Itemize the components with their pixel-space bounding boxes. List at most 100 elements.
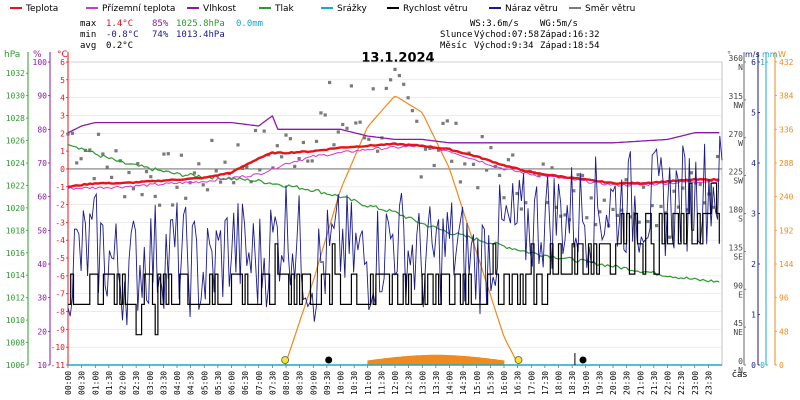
x-tick-label: 08:30	[296, 371, 305, 395]
wind-direction-point	[284, 133, 288, 137]
legend: Teplota Přízemní teplota Vlhkost Tlak Srážky…	[10, 4, 635, 14]
wind-direction-point	[297, 157, 301, 161]
dir-tick-label: 360	[729, 54, 744, 63]
stat-max-press: 1025.8hPa	[176, 19, 225, 29]
ground-temperature-line	[67, 144, 720, 190]
press-tick-label: 1018	[6, 226, 25, 235]
x-tick-label: 01:30	[105, 371, 114, 395]
wind-speed-line	[68, 182, 720, 336]
x-tick-label: 16:30	[514, 371, 523, 395]
wind-direction-point	[572, 189, 576, 193]
stat-avg-temp: 0.2°C	[106, 41, 133, 51]
temp-tick-label: 3	[60, 111, 65, 120]
hum-tick-label: 60	[37, 193, 47, 202]
rain-tick-label: 0	[760, 361, 765, 370]
x-tick-label: 07:30	[268, 371, 277, 395]
press-tick-label: 1010	[6, 316, 25, 325]
dir-tick-label: 45	[733, 319, 743, 328]
x-tick-label: 20:30	[623, 371, 632, 395]
moonset-marker	[579, 356, 587, 364]
wind-direction-point	[92, 177, 96, 181]
wind-direction-point	[559, 214, 563, 218]
x-tick-label: 14:30	[459, 371, 468, 395]
wind-direction-point	[306, 159, 310, 163]
moon-set: Západ:18:54	[540, 41, 600, 51]
x-tick-label: 12:30	[405, 371, 414, 395]
wind-direction-point	[131, 187, 135, 191]
wind-direction-point	[594, 223, 598, 227]
sun-rise: Východ:07:58	[474, 30, 539, 40]
wind-tick-label: 0	[751, 361, 756, 370]
wind-direction-point	[288, 137, 292, 141]
hum-tick-label: 30	[37, 294, 47, 303]
wind-direction-point	[345, 126, 349, 130]
x-tick-label: 11:30	[377, 371, 386, 395]
hum-tick-label: 70	[37, 159, 47, 168]
x-tick-label: 05:30	[214, 371, 223, 395]
rain-unit: mm	[762, 50, 778, 59]
x-tick-label: 13:30	[432, 371, 441, 395]
wind-direction-point	[524, 201, 528, 205]
solar-tick-label: 288	[779, 159, 794, 168]
wind-direction-point	[703, 201, 707, 205]
hum-tick-label: 90	[37, 92, 47, 101]
press-tick-label: 1008	[6, 339, 25, 348]
hum-unit: %	[33, 50, 42, 60]
wind-direction-point	[75, 161, 79, 165]
dir-compass-label: NW	[733, 101, 743, 110]
wind-direction-point	[711, 205, 715, 209]
wind-direction-point	[376, 149, 380, 153]
wind-direction-point	[506, 158, 510, 162]
wind-direction-point	[192, 171, 196, 175]
wind-direction-point	[437, 148, 441, 152]
wind-direction-point	[262, 129, 266, 133]
temp-tick-label: 5	[60, 76, 65, 85]
wind-direction-point	[105, 165, 109, 169]
wind-tick-label: 1	[751, 311, 756, 320]
press-tick-label: 1020	[6, 204, 25, 213]
wind-direction-point	[110, 175, 114, 179]
wind-direction-point	[423, 147, 428, 151]
wind-direction-point	[685, 208, 689, 212]
wind-direction-point	[367, 137, 371, 141]
wind-direction-point	[471, 162, 476, 166]
wind-direction-point	[232, 181, 236, 185]
wind-direction-point	[576, 173, 580, 177]
wind-direction-point	[280, 155, 284, 159]
dir-compass-label: E	[738, 290, 743, 299]
wind-direction-point	[223, 160, 227, 164]
solar-unit: W	[778, 50, 786, 59]
sun-set: Západ:16:32	[540, 30, 600, 40]
temp-tick-label: -2	[55, 201, 65, 210]
wind-direction-point	[637, 220, 641, 224]
x-tick-label: 01:00	[91, 371, 100, 395]
wind-direction-point	[432, 163, 436, 168]
legend-label: Vlhkost	[203, 4, 236, 14]
wind-direction-point	[384, 86, 388, 90]
wind-direction-point	[70, 131, 74, 135]
x-tick-label: 03:00	[146, 371, 155, 395]
legend-label: Přízemní teplota	[102, 4, 175, 14]
stat-max-label: max	[80, 19, 97, 29]
wind-direction-point	[101, 152, 105, 156]
wind-direction-point	[659, 204, 663, 209]
wind-direction-point	[428, 146, 432, 150]
temp-tick-label: -7	[55, 290, 65, 299]
sunset-marker	[514, 356, 523, 364]
dir-compass-label: W	[738, 139, 743, 148]
temp-tick-label: -3	[55, 218, 65, 227]
wind-direction-point	[144, 170, 149, 174]
sun-label: Slunce	[440, 30, 473, 40]
x-tick-label: 04:00	[173, 371, 182, 395]
x-tick-label: 11:00	[364, 371, 373, 395]
temp-tick-label: -11	[51, 361, 66, 370]
moon-label: Měsíc	[440, 41, 467, 51]
wind-direction-point	[354, 121, 358, 125]
wind-direction-point	[236, 143, 240, 147]
wind-direction-point	[624, 178, 628, 182]
wind-unit: m/s	[745, 50, 760, 59]
wind-direction-point	[349, 84, 353, 88]
solar-tick-label: 384	[779, 92, 794, 101]
wind-direction-point	[655, 224, 659, 228]
